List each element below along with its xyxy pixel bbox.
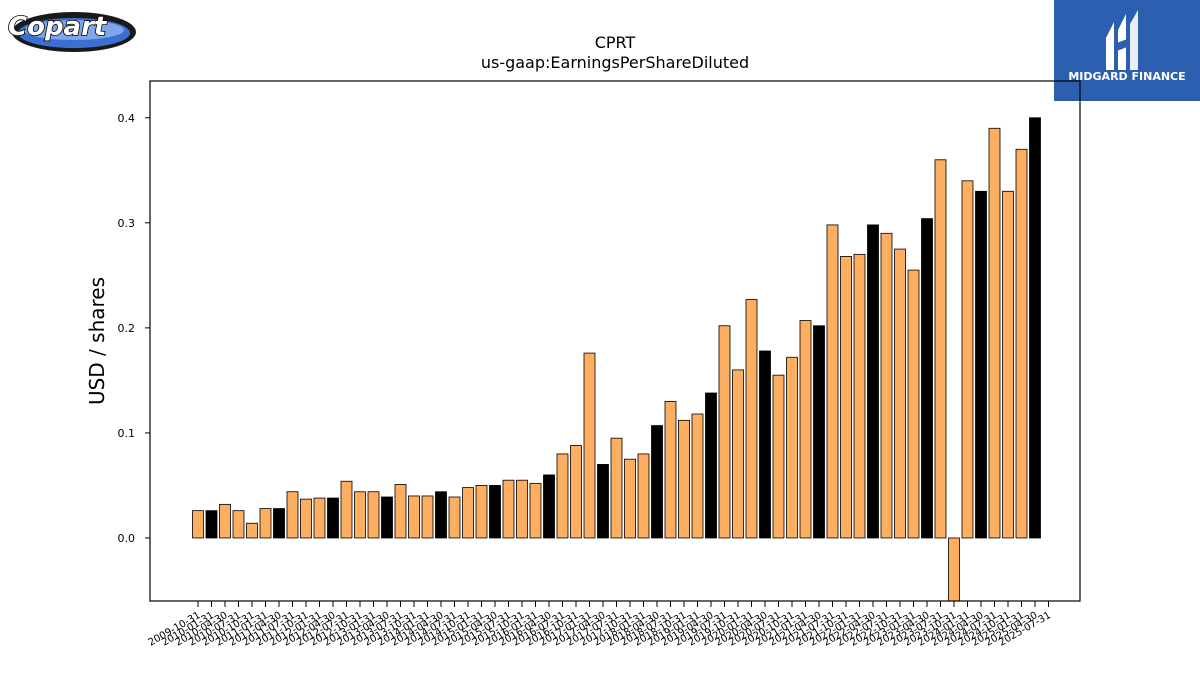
- bar: [475, 485, 488, 539]
- bar: [354, 491, 366, 539]
- bar: [448, 496, 461, 539]
- bar: [219, 503, 231, 539]
- chart-subtitle: us-gaap:EarningsPerShareDiluted: [481, 53, 749, 72]
- x-axis: 2009-10-312010-01-312010-04-302010-07-31…: [147, 601, 1053, 649]
- bar: [286, 491, 299, 539]
- bar: [408, 495, 420, 539]
- y-axis-label: USD / shares: [85, 277, 109, 405]
- bar: [840, 256, 852, 539]
- bar: [327, 497, 339, 539]
- bar: [367, 491, 380, 539]
- bar: [556, 453, 569, 539]
- bar: [259, 508, 272, 539]
- bar: [988, 127, 1001, 539]
- bar: [867, 224, 879, 539]
- bar: [907, 269, 920, 539]
- bar: [664, 401, 677, 539]
- y-tick-label: 0.4: [118, 112, 136, 125]
- bar: [394, 483, 407, 539]
- bar: [570, 445, 582, 539]
- bar: [543, 474, 555, 539]
- bar: [786, 356, 798, 539]
- bar: [637, 453, 650, 539]
- plot-frame: [149, 80, 1081, 602]
- bar: [934, 159, 947, 539]
- bar: [516, 479, 528, 539]
- bar: [489, 485, 501, 539]
- bar: [435, 491, 447, 539]
- bar: [205, 510, 218, 539]
- bar: [381, 496, 393, 539]
- bars-group: [192, 117, 1041, 602]
- bar: [948, 537, 960, 602]
- bar: [462, 487, 474, 539]
- bar: [691, 413, 704, 539]
- bar: [826, 224, 839, 539]
- bar: [192, 510, 204, 539]
- midgard-finance-logo: MIDGARD FINANCE: [1054, 0, 1200, 101]
- bar: [421, 495, 434, 539]
- bar: [246, 522, 258, 539]
- bar: [772, 374, 785, 539]
- bar: [921, 218, 933, 539]
- copart-logo: Copart: [4, 4, 136, 54]
- y-tick-label: 0.3: [118, 217, 136, 230]
- bar: [880, 232, 893, 539]
- bar: [529, 482, 542, 539]
- bar: [1029, 117, 1041, 539]
- bar: [300, 498, 312, 539]
- bar: [718, 325, 731, 539]
- bar: [678, 419, 690, 539]
- bar: [745, 299, 758, 539]
- bar: [651, 425, 663, 539]
- bar: [799, 320, 812, 539]
- y-axis: 0.0 0.1 0.2 0.3 0.4: [118, 112, 150, 545]
- bar: [273, 508, 285, 539]
- bar: [961, 180, 974, 539]
- bar: [232, 510, 245, 539]
- bar: [975, 190, 987, 539]
- bar: [1002, 190, 1014, 539]
- svg-text:MIDGARD FINANCE: MIDGARD FINANCE: [1068, 70, 1185, 83]
- bar: [894, 248, 906, 539]
- bar: [583, 352, 596, 539]
- bar: [853, 253, 866, 539]
- bar: [1015, 148, 1028, 539]
- bar: [502, 479, 515, 539]
- bar: [759, 350, 771, 539]
- bar: [610, 437, 623, 539]
- bar: [340, 480, 353, 539]
- bar: [732, 369, 744, 539]
- bar: [813, 325, 825, 539]
- bar: [313, 497, 326, 539]
- bar: [597, 464, 609, 539]
- bar: [624, 458, 636, 539]
- y-tick-label: 0.1: [118, 427, 136, 440]
- y-tick-label: 0.2: [118, 322, 136, 335]
- bar: [705, 392, 717, 539]
- chart-title: CPRT: [595, 33, 636, 52]
- svg-text:Copart: Copart: [8, 12, 108, 42]
- y-tick-label: 0.0: [118, 532, 136, 545]
